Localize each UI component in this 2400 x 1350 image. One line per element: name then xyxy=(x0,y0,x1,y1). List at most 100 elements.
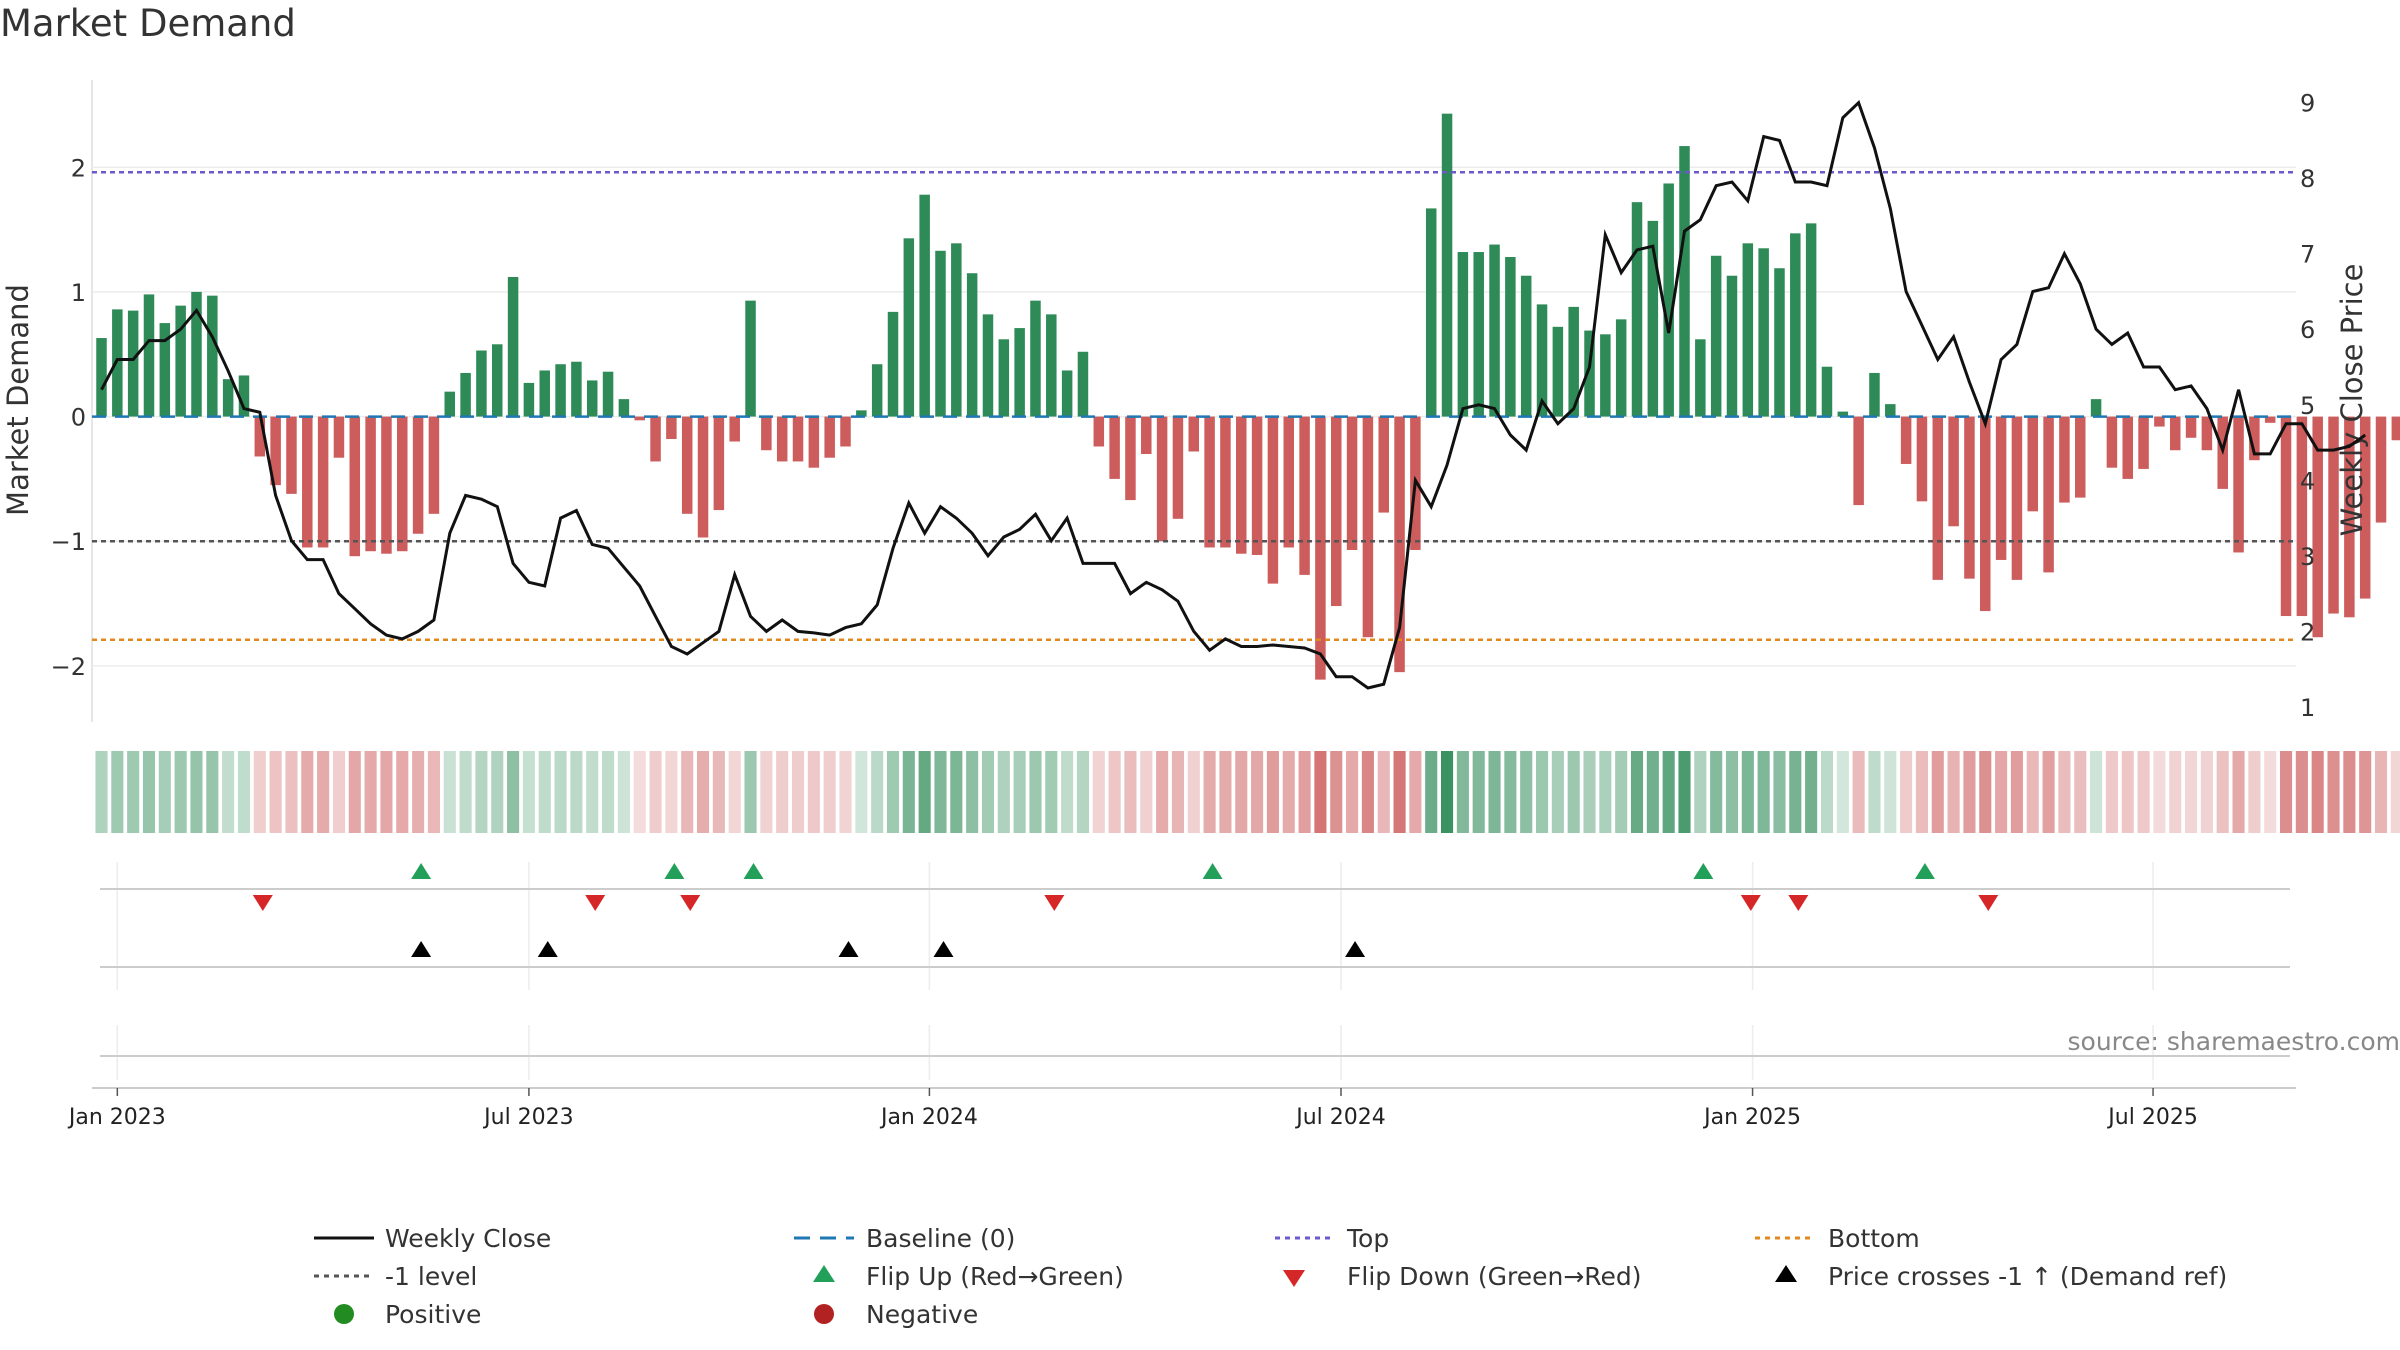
demand-bar xyxy=(903,238,915,417)
heat-cell xyxy=(2026,751,2039,833)
legend-item-negative: Negative xyxy=(814,1300,978,1329)
heat-cell xyxy=(681,751,694,833)
heat-cell xyxy=(1599,751,1612,833)
heat-cell xyxy=(776,751,789,833)
left-axis-ticks: −2 −1 0 1 2 xyxy=(51,154,86,681)
demand-bar xyxy=(1853,416,1864,506)
demand-bar xyxy=(1995,416,2007,560)
heat-cell xyxy=(1282,751,1295,833)
heat-cell xyxy=(617,751,630,833)
demand-bar xyxy=(238,375,250,417)
flip-up-marker xyxy=(1914,863,1935,879)
demand-bar xyxy=(1315,416,1326,680)
demand-bar xyxy=(2391,416,2400,441)
heat-cell xyxy=(2169,751,2182,833)
heat-cell xyxy=(2264,751,2277,833)
heat-cell xyxy=(902,751,915,833)
heat-cell xyxy=(1789,751,1802,833)
heat-cell xyxy=(1947,751,1960,833)
demand-bar xyxy=(1346,416,1358,550)
flip-up-icon xyxy=(813,1265,835,1282)
heat-cell xyxy=(2279,751,2293,833)
demand-bar xyxy=(333,416,345,458)
demand-bar xyxy=(998,339,1010,417)
heat-cell xyxy=(1725,751,1739,833)
legend-item-bottom: Bottom xyxy=(1755,1224,1920,1253)
negative-dot-icon xyxy=(814,1304,834,1324)
heat-cell xyxy=(491,751,504,833)
demand-bar xyxy=(586,380,598,417)
demand-bar xyxy=(1774,268,1785,417)
demand-bar xyxy=(1378,416,1389,513)
heat-cell xyxy=(317,751,330,833)
heat-cell xyxy=(1219,751,1232,833)
legend-item-price-cross: Price crosses -1 ↑ (Demand ref) xyxy=(1775,1262,2227,1291)
right-tick-label: 6 xyxy=(2300,316,2315,344)
demand-bar xyxy=(191,291,202,417)
heat-cell xyxy=(649,751,662,833)
demand-bar xyxy=(302,416,313,548)
legend-item-minus1: -1 level xyxy=(314,1262,477,1291)
heat-cell xyxy=(2074,751,2087,833)
flip-up-marker xyxy=(1202,863,1223,879)
heat-cell xyxy=(1646,751,1659,833)
heat-cell xyxy=(712,751,725,833)
demand-bar xyxy=(492,344,503,417)
heat-cell xyxy=(855,751,868,833)
demand-bar xyxy=(1125,416,1136,501)
heat-cell xyxy=(1504,751,1517,833)
x-tick-label: Jan 2023 xyxy=(67,1105,166,1130)
demand-bar xyxy=(2138,416,2149,469)
heat-cell xyxy=(222,751,235,833)
demand-bar xyxy=(1172,416,1184,519)
demand-bar xyxy=(127,310,139,417)
heat-cell xyxy=(2185,751,2198,833)
heat-cell xyxy=(237,751,251,833)
demand-bar xyxy=(1141,416,1152,454)
demand-bar xyxy=(1014,328,1025,417)
demand-bar xyxy=(776,416,788,462)
heat-cell xyxy=(570,751,583,833)
left-tick-label: 0 xyxy=(71,404,86,432)
heat-cell xyxy=(886,751,900,833)
price-cross-marker xyxy=(411,941,432,957)
legend-item-baseline: Baseline (0) xyxy=(794,1224,1015,1253)
heat-cell xyxy=(507,751,520,833)
x-tick-label: Jan 2025 xyxy=(1702,1105,1801,1130)
event-vertical-gridlines xyxy=(116,862,2154,1080)
flip-up-marker xyxy=(743,863,764,879)
event-panels: Jan 2023 Jul 2023 Jan 2024 Jul 2024 Jan 2025… xyxy=(67,862,2400,1130)
demand-heat-strip xyxy=(95,751,2400,833)
heat-cell xyxy=(696,751,710,833)
demand-bar xyxy=(412,416,424,534)
reference-lines xyxy=(92,170,2296,641)
heat-cell xyxy=(443,751,456,833)
demand-bar xyxy=(1552,326,1564,417)
demand-bar xyxy=(1299,416,1310,575)
heat-cell xyxy=(1551,751,1564,833)
heat-cell xyxy=(918,751,931,833)
demand-bar xyxy=(634,416,645,421)
heat-cell xyxy=(2137,751,2150,833)
chart-title: Market Demand xyxy=(0,2,296,45)
right-axis-ticks: 1 2 3 4 5 6 7 8 9 xyxy=(2300,90,2315,722)
heat-cell xyxy=(791,751,805,833)
heat-cell xyxy=(253,751,266,833)
demand-bar xyxy=(143,294,155,417)
heat-cell xyxy=(1203,751,1216,833)
heat-cell xyxy=(1187,751,1200,833)
heat-cell xyxy=(1931,751,1944,833)
demand-bar xyxy=(222,379,234,417)
heat-cell xyxy=(1900,751,1913,833)
legend-label-price-cross: Price crosses -1 ↑ (Demand ref) xyxy=(1828,1262,2227,1291)
demand-bar xyxy=(175,305,186,417)
price-cross-marker xyxy=(537,941,558,957)
demand-bar xyxy=(1805,223,1817,417)
demand-bar xyxy=(2075,416,2086,498)
heat-cell xyxy=(380,751,393,833)
heat-cell xyxy=(2232,751,2245,833)
price-cross-icon xyxy=(1775,1265,1797,1282)
heat-cell xyxy=(981,751,995,833)
demand-bar xyxy=(1046,314,1057,417)
demand-bar xyxy=(2280,416,2292,617)
